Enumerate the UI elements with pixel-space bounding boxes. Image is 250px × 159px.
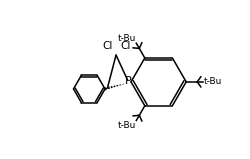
Text: t-Bu: t-Bu: [117, 34, 135, 43]
Text: Cl: Cl: [102, 41, 113, 51]
Text: Cl: Cl: [120, 41, 130, 51]
Text: P: P: [125, 76, 132, 86]
Text: t-Bu: t-Bu: [203, 77, 222, 86]
Text: t-Bu: t-Bu: [117, 121, 135, 130]
Polygon shape: [104, 87, 107, 91]
